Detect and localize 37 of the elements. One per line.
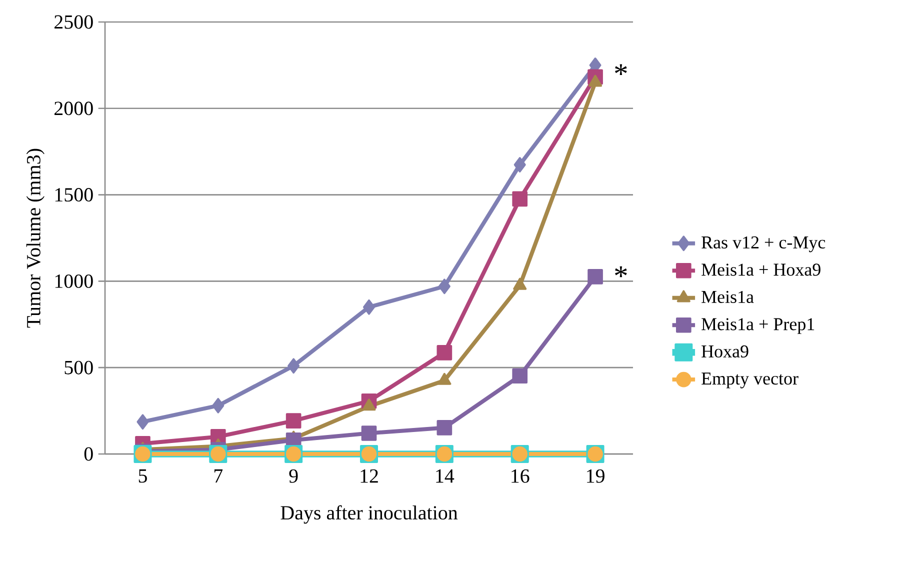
y-tick-label: 2500	[54, 15, 93, 29]
point	[288, 358, 300, 374]
x-tick-label: 14	[436, 469, 454, 483]
point	[363, 299, 376, 315]
y-tick-label: 0	[84, 447, 93, 461]
point	[136, 414, 149, 430]
legend-label: Meis1a + Prep1	[702, 318, 814, 334]
point	[514, 157, 526, 172]
point	[362, 398, 376, 411]
annotation: *	[615, 266, 627, 278]
legend-label: Ras v12 + c-Myc	[702, 236, 826, 252]
x-tick-label: 7	[214, 469, 223, 482]
x-tick-label: 12	[360, 469, 378, 483]
legend-label: Empty vector	[702, 372, 798, 388]
point	[588, 269, 603, 284]
point	[212, 398, 224, 414]
x-tick-label: 19	[587, 469, 604, 483]
annotation: *	[615, 64, 627, 75]
legend-label: Meis1a + Hoxa9	[702, 264, 820, 276]
y-axis-title: Tumor Volume (mm3)	[26, 148, 44, 328]
point	[436, 420, 452, 436]
point	[286, 413, 302, 428]
y-tick-label: 2000	[54, 102, 93, 116]
x-tick-label: 5	[138, 469, 147, 483]
point	[361, 426, 377, 441]
y-tick-label: 1500	[55, 188, 93, 202]
point	[438, 278, 450, 294]
x-tick-label: 16	[512, 469, 530, 483]
legend-label: Hoxa9	[702, 345, 748, 358]
x-axis-title: Days after inoculation	[280, 505, 458, 524]
point	[436, 345, 452, 360]
x-tick-label: 9	[289, 469, 298, 483]
point	[512, 368, 528, 384]
legend-label: Meis1a	[702, 290, 754, 303]
y-tick-label: 500	[64, 360, 93, 374]
point	[512, 191, 528, 207]
y-tick-label: 1000	[55, 274, 93, 288]
